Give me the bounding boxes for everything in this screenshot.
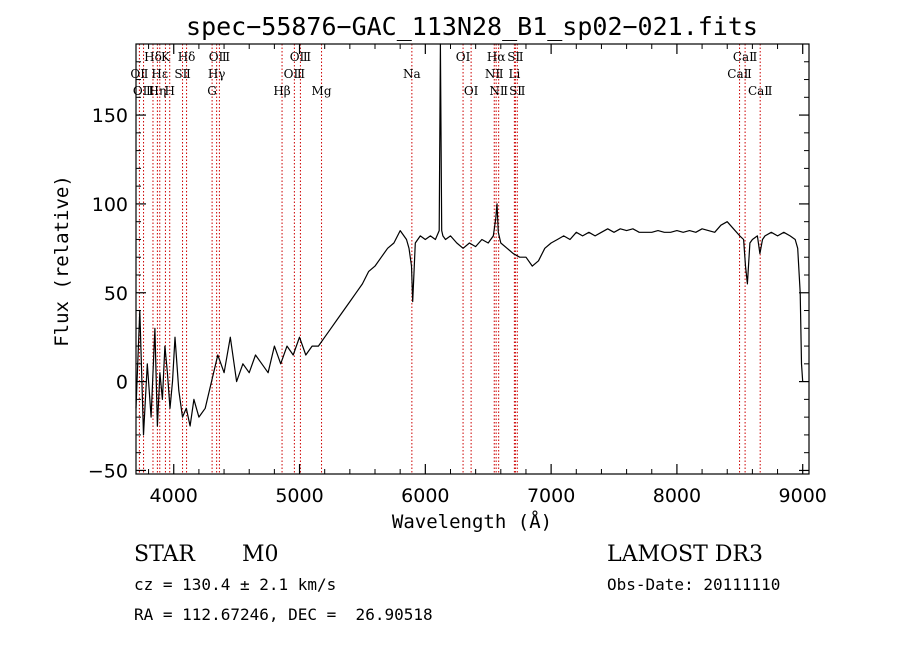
emission-line-label: OⅢ	[133, 84, 154, 98]
emission-line-label: Na	[403, 67, 421, 81]
emission-line-label: Hη	[149, 84, 167, 98]
emission-line-label: CaⅡ	[733, 50, 758, 64]
survey-name: LAMOST DR3	[607, 542, 763, 567]
x-tick-label: 9000	[779, 485, 827, 507]
emission-line-label: Hγ	[208, 67, 226, 81]
x-tick-label: 4000	[150, 485, 198, 507]
emission-line-label: SⅡ	[507, 50, 523, 64]
emission-line-label: SⅡ	[509, 84, 525, 98]
object-class: STAR	[134, 542, 196, 567]
x-axis-label: Wavelength (Å)	[392, 510, 552, 533]
emission-line-label: Hα	[487, 50, 506, 64]
emission-line-label: K	[161, 50, 171, 64]
ra-dec: RA = 112.67246, DEC = 26.90518	[134, 605, 433, 624]
emission-line-label: Hβ	[273, 84, 290, 98]
y-axis-ticks: −50 0 50 100 150	[88, 61, 809, 482]
emission-line-label: OⅠ	[464, 84, 479, 98]
emission-line-label: OⅢ	[290, 50, 311, 64]
emission-line-label: Hδ	[144, 50, 162, 64]
emission-line-label: Hε	[151, 67, 168, 81]
y-tick-label: 50	[104, 283, 128, 305]
x-tick-label: 6000	[401, 485, 449, 507]
emission-line-label: G	[207, 84, 217, 98]
emission-line-label: OⅢ	[284, 67, 305, 81]
plot-frame	[135, 43, 810, 475]
emission-line-label: Li	[508, 67, 520, 81]
emission-line-label: SⅡ	[174, 67, 190, 81]
emission-line-label: NⅡ	[485, 67, 504, 81]
observation-date: Obs-Date: 20111110	[607, 575, 780, 594]
spectrum-flux-line	[135, 43, 804, 436]
emission-line-label: Mg	[312, 84, 332, 98]
info-block: STAR M0 LAMOST DR3 cz = 130.4 ± 2.1 km/s…	[134, 542, 780, 624]
y-tick-label: 100	[92, 194, 128, 216]
emission-line-label: Hδ	[178, 50, 196, 64]
emission-line-label: OⅢ	[209, 50, 230, 64]
emission-line-label: NⅡ	[489, 84, 508, 98]
x-tick-label: 8000	[653, 485, 701, 507]
emission-line-label: H	[164, 84, 174, 98]
redshift-cz: cz = 130.4 ± 2.1 km/s	[134, 575, 336, 594]
y-tick-label: −50	[88, 460, 128, 482]
y-axis-label: Flux (relative)	[51, 175, 73, 347]
x-axis-ticks: 4000 5000 6000 7000 8000 9000	[148, 44, 827, 507]
y-tick-label: 150	[92, 105, 128, 127]
y-tick-label: 0	[116, 372, 128, 394]
object-subclass: M0	[242, 542, 279, 567]
emission-line-label: OⅡ	[130, 67, 148, 81]
emission-line-label: OⅠ	[456, 50, 471, 64]
x-tick-label: 7000	[527, 485, 575, 507]
emission-line-markers	[138, 44, 761, 474]
emission-line-label: CaⅡ	[727, 67, 752, 81]
x-tick-label: 5000	[275, 485, 323, 507]
chart-title: spec−55876−GAC_113N28_B1_sp02−021.fits	[186, 12, 758, 41]
emission-line-label: CaⅡ	[748, 84, 773, 98]
